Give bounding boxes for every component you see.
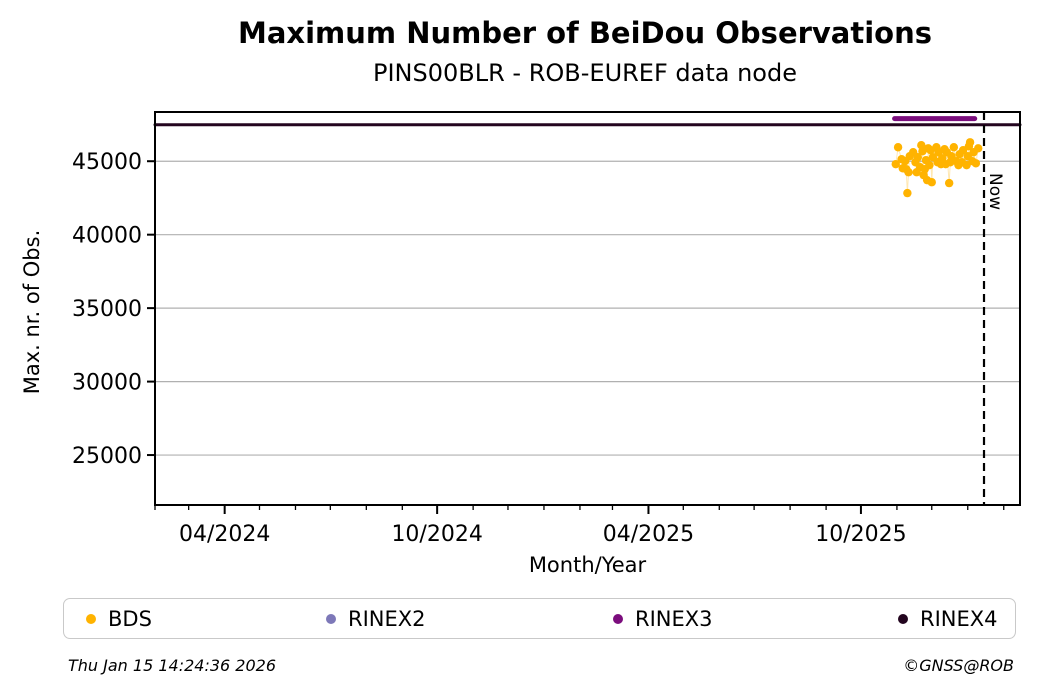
x-tick-label: 04/2025	[603, 522, 694, 547]
legend-label: RINEX2	[348, 606, 426, 631]
plot-frame	[154, 111, 1021, 506]
bds-point	[925, 160, 934, 170]
y-tick-label: 45000	[72, 150, 142, 175]
chart-title: Maximum Number of BeiDou Observations	[237, 16, 933, 50]
bds-marker-icon	[86, 613, 96, 624]
rinex4-marker-icon	[898, 613, 908, 624]
legend-label: RINEX3	[635, 606, 713, 631]
y-tick-label: 40000	[72, 224, 142, 249]
x-tick-label: 10/2024	[391, 522, 482, 547]
bds-point	[971, 159, 981, 168]
legend-box: BDS RINEX2 RINEX3 RINEX4	[63, 598, 1016, 639]
legend-label: BDS	[108, 606, 152, 631]
legend-item-bds: BDS	[86, 599, 152, 638]
y-tick-label: 25000	[72, 444, 142, 469]
bds-point	[904, 168, 913, 177]
bds-point	[893, 143, 903, 152]
y-tick-label: 30000	[72, 371, 142, 396]
gridlines	[155, 160, 1020, 456]
bds-point	[891, 159, 900, 169]
legend-item-rinex3: RINEX3	[613, 599, 713, 638]
x-tick-label: 10/2025	[815, 522, 906, 547]
legend-item-rinex2: RINEX2	[326, 599, 426, 638]
y-axis-label: Max. nr. of Obs.	[20, 229, 44, 395]
legend-item-rinex4: RINEX4	[898, 599, 998, 638]
bds-series	[891, 138, 983, 198]
legend-label: RINEX4	[920, 606, 998, 631]
x-axis-label: Month/Year	[528, 553, 647, 577]
rinex2-marker-icon	[326, 613, 336, 624]
plot-timestamp: Thu Jan 15 14:24:36 2026	[68, 656, 276, 675]
bds-point	[913, 153, 923, 162]
x-axis-ticks: 04/2024 10/2024 04/2025 10/2025	[179, 505, 907, 547]
bds-point	[974, 144, 983, 153]
bds-point	[944, 178, 954, 188]
now-label: Now	[985, 173, 1005, 210]
x-tick-label: 04/2024	[179, 522, 270, 547]
bds-point	[949, 143, 959, 152]
copyright-credit: ©GNSS@ROB	[903, 656, 1014, 675]
chart-subtitle: PINS00BLR - ROB-EUREF data node	[373, 59, 797, 87]
bds-point	[965, 138, 975, 147]
bds-point	[927, 178, 936, 187]
y-axis-ticks: 25000 30000 35000 40000 45000	[72, 150, 155, 469]
bds-point	[903, 188, 912, 198]
rinex3-marker-icon	[613, 613, 623, 624]
y-tick-label: 35000	[72, 297, 142, 322]
